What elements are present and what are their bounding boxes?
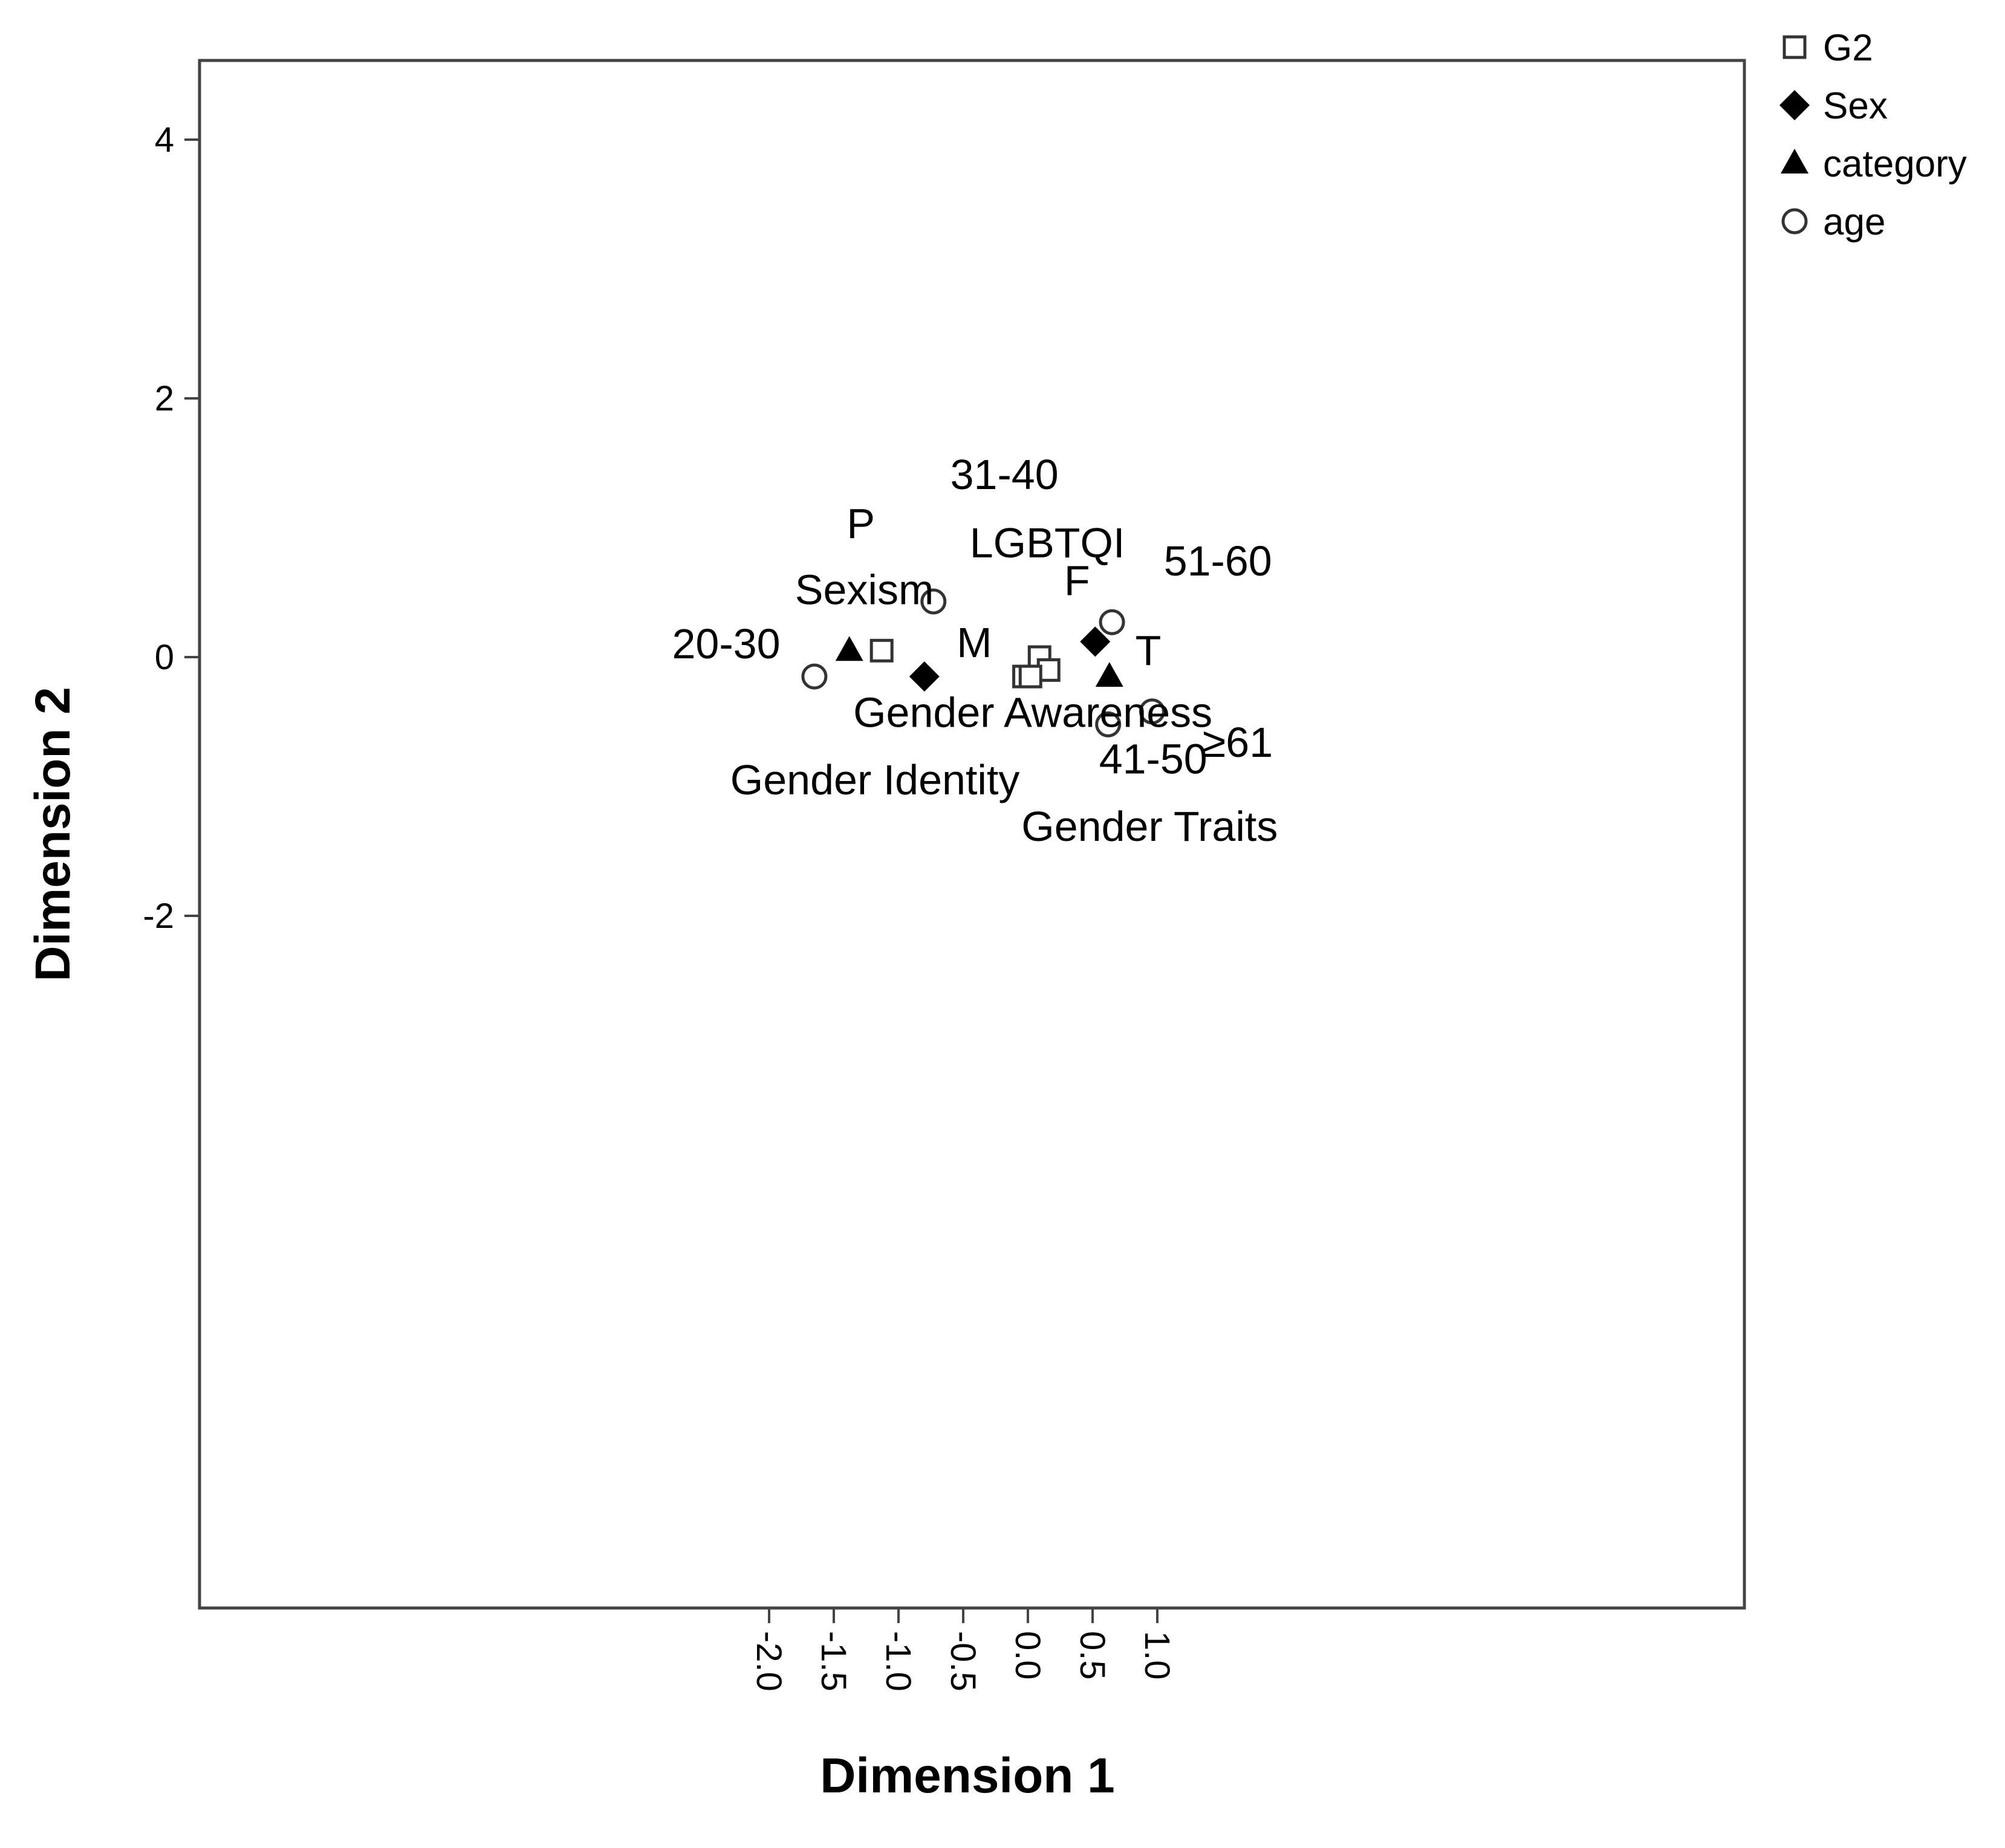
point-label: F [1064, 557, 1090, 604]
point-age [1099, 609, 1125, 635]
point-age [1095, 711, 1122, 738]
y-tick-label: 0 [155, 638, 174, 677]
y-axis-title: Dimension 2 [25, 687, 80, 982]
point-label: Sexism [795, 566, 934, 613]
point-label: Gender Traits [1021, 803, 1278, 850]
legend: G2 Sex category age [1779, 27, 1967, 243]
plot-frame [198, 59, 1746, 1610]
x-axis-title: Dimension 1 [820, 1748, 1115, 1803]
point-label: LGBTQI [970, 519, 1125, 566]
point-label: ≥61 [1203, 719, 1273, 766]
legend-marker [1781, 149, 1808, 173]
point-label: 51-60 [1164, 537, 1272, 585]
x-tick-label: -1.0 [879, 1631, 918, 1691]
y-axis: 1086420-2 [143, 120, 200, 936]
x-tick-label: -2.0 [749, 1631, 788, 1691]
point-label: Gender Identity [730, 756, 1020, 803]
point-label: 31-40 [951, 451, 1059, 498]
legend-label: Sex [1823, 85, 1888, 127]
y-tick-label: 4 [155, 120, 174, 160]
x-tick-label: -1.5 [814, 1631, 853, 1691]
x-axis: -2.0 -1.5 -1.0 -0.5 0.0 0.5 1.0 [749, 1608, 1177, 1691]
point-label: P [847, 500, 875, 547]
legend-label: age [1823, 201, 1885, 243]
x-tick-label: 0.0 [1008, 1631, 1047, 1680]
legend-label: G2 [1823, 27, 1873, 69]
point-label: 20-30 [672, 620, 781, 667]
point-label: M [957, 619, 992, 666]
point-sex [909, 661, 940, 692]
legend-marker [1779, 90, 1810, 120]
x-tick-label: -0.5 [943, 1631, 983, 1691]
point-g2 [869, 638, 894, 663]
point-category [835, 636, 863, 661]
y-tick-label: -2 [143, 896, 174, 936]
legend-marker [1782, 35, 1807, 59]
y-tick-label: 2 [155, 379, 174, 418]
point-labels: Gender Stereotypes31-40PLGBTQIF51-60Sexi… [672, 451, 1278, 850]
data-markers [801, 588, 1165, 738]
point-sex [1080, 626, 1111, 657]
x-tick-label: 1.0 [1137, 1631, 1177, 1680]
point-age [801, 663, 828, 690]
legend-marker [1781, 208, 1808, 235]
legend-label: category [1823, 143, 1967, 185]
point-label: Gender Awareness [853, 689, 1212, 736]
point-age [1139, 698, 1165, 725]
point-label: T [1136, 627, 1162, 674]
x-tick-label: 0.5 [1073, 1631, 1112, 1680]
point-category [1095, 662, 1123, 687]
point-g2 [1018, 664, 1042, 689]
point-label: 41-50 [1099, 736, 1207, 783]
point-age [920, 588, 947, 615]
